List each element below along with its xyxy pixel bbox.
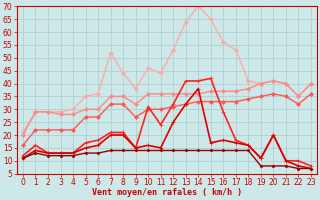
X-axis label: Vent moyen/en rafales ( km/h ): Vent moyen/en rafales ( km/h ) — [92, 188, 242, 197]
